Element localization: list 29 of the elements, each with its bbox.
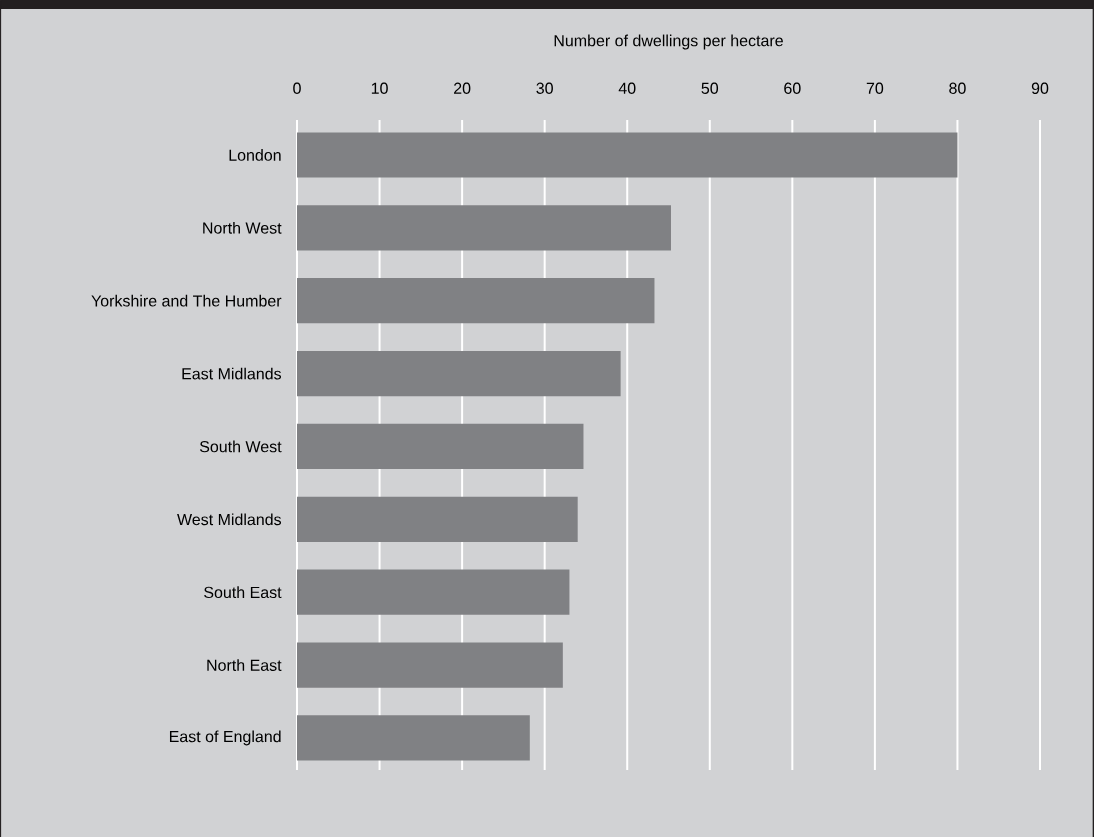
bar <box>297 642 563 688</box>
y-tick-label: Yorkshire and The Humber <box>91 294 282 307</box>
y-tick-label: East of England <box>169 730 281 746</box>
x-tick-label: 70 <box>866 82 884 94</box>
x-tick-label: 0 <box>293 82 301 94</box>
y-tick-label: North East <box>207 659 282 671</box>
bar <box>297 350 621 397</box>
y-tick-label: South East <box>204 586 282 599</box>
y-tick-label: West Midlands <box>177 513 282 526</box>
bar <box>297 132 958 178</box>
x-tick-label: 20 <box>454 82 471 94</box>
x-tick-label: 50 <box>701 82 719 94</box>
x-tick-label: 30 <box>536 82 553 94</box>
bar <box>297 278 655 324</box>
x-tick-label: 80 <box>949 82 966 94</box>
bar <box>297 205 671 251</box>
x-tick-label: 10 <box>371 82 388 94</box>
bar <box>297 423 584 470</box>
y-tick-label: North West <box>203 221 282 234</box>
bar <box>297 496 578 542</box>
x-axis-title: Number of dwellings per hectare <box>554 34 783 50</box>
y-tick-label: East Midlands <box>182 367 282 380</box>
bar <box>297 569 570 615</box>
x-tick-label: 40 <box>618 82 636 94</box>
y-tick-label: South West <box>199 440 282 453</box>
x-tick-label: 90 <box>1031 82 1049 94</box>
y-tick-label: London <box>229 149 281 161</box>
bar <box>297 715 530 761</box>
x-tick-label: 60 <box>784 82 801 94</box>
